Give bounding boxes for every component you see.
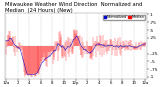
Text: Milwaukee Weather Wind Direction  Normalized and Median  (24 Hours) (New): Milwaukee Weather Wind Direction Normali… [5, 2, 142, 13]
Legend: Normalized, Median: Normalized, Median [103, 15, 145, 20]
